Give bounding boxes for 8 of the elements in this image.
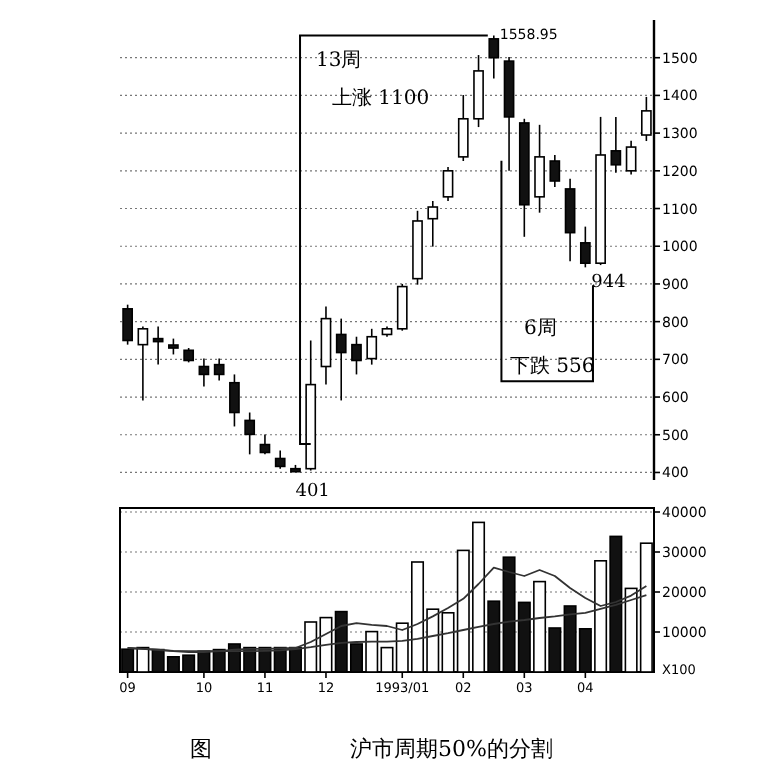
annotation: 401 bbox=[295, 482, 330, 503]
annotation: 上涨 1100 bbox=[332, 86, 430, 110]
annotation: 下跌 556 bbox=[510, 354, 595, 378]
annotation: 6周 bbox=[524, 318, 557, 340]
text: 沪市周期50%的分割 bbox=[350, 736, 553, 762]
text: 图 bbox=[190, 736, 212, 762]
annotation: 13周 bbox=[316, 50, 362, 72]
annotation: 944 bbox=[591, 273, 627, 294]
